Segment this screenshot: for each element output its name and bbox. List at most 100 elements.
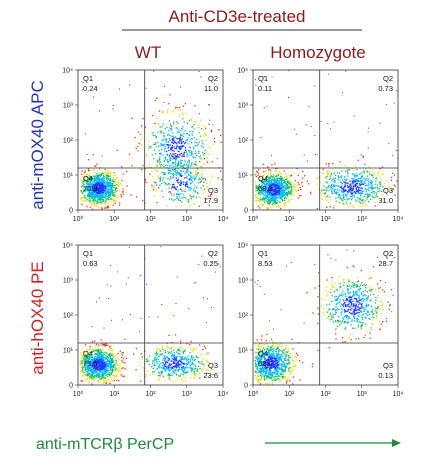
event-dot [145, 154, 147, 156]
event-dot [188, 160, 190, 162]
event-dot [273, 174, 275, 176]
event-dot [116, 183, 119, 186]
event-dot [101, 355, 103, 358]
event-dot [96, 375, 98, 377]
event-dot [96, 349, 98, 351]
event-dot [266, 382, 268, 385]
event-dot [279, 349, 281, 351]
event-dot [96, 196, 99, 198]
event-dot [164, 368, 166, 371]
event-dot [171, 360, 173, 362]
event-dot [99, 351, 101, 353]
event-dot [170, 164, 172, 166]
event-dot [371, 181, 373, 183]
event-dot [288, 361, 290, 363]
event-dot [174, 165, 176, 167]
event-dot [281, 179, 283, 181]
event-dot [274, 184, 277, 186]
event-dot [100, 193, 102, 195]
event-dot [203, 133, 206, 135]
event-dot [280, 188, 282, 190]
event-dot [80, 352, 82, 354]
event-dot [105, 192, 108, 194]
event-dot [261, 353, 263, 356]
event-dot [284, 176, 286, 178]
event-dot [270, 175, 272, 177]
event-dot [282, 194, 284, 196]
event-dot [191, 153, 193, 155]
event-dot [342, 194, 344, 196]
event-dot [261, 180, 263, 182]
event-dot [86, 183, 88, 185]
event-dot [268, 169, 270, 171]
event-dot [101, 343, 103, 345]
event-dot [180, 148, 182, 150]
event-dot [85, 179, 87, 181]
event-dot [95, 186, 97, 189]
event-dot [188, 187, 191, 189]
event-dot [359, 183, 361, 185]
event-dot [158, 110, 161, 112]
event-dot [160, 165, 162, 168]
event-dot [96, 180, 98, 182]
event-dot [174, 148, 176, 150]
event-dot [347, 191, 349, 193]
event-dot [273, 193, 275, 195]
event-dot [162, 196, 164, 198]
event-dot [111, 358, 113, 360]
event-dot [189, 130, 191, 133]
event-dot [379, 122, 381, 124]
event-dot [173, 121, 175, 123]
event-dot [104, 168, 106, 171]
event-dot [192, 356, 195, 359]
event-dot [104, 202, 106, 204]
event-dot [101, 179, 103, 181]
event-dot [158, 361, 160, 363]
event-dot [274, 343, 277, 345]
event-dot [260, 193, 262, 196]
event-dot [391, 172, 394, 174]
event-dot [95, 368, 97, 370]
event-dot [328, 172, 330, 174]
event-dot [175, 107, 177, 109]
event-dot [197, 192, 199, 195]
event-dot [165, 361, 167, 363]
event-dot [163, 357, 165, 360]
event-dot [361, 176, 364, 178]
event-dot [107, 354, 110, 356]
event-dot [84, 361, 86, 363]
event-dot [101, 184, 103, 186]
event-dot [287, 193, 289, 195]
event-dot [90, 357, 92, 359]
event-dot [139, 361, 141, 363]
event-dot [111, 186, 113, 188]
event-dot [276, 186, 279, 188]
event-dot [280, 354, 282, 356]
event-dot [371, 184, 373, 186]
event-dot [193, 179, 196, 181]
event-dot [356, 187, 358, 190]
event-dot [156, 97, 158, 99]
event-dot [198, 152, 200, 154]
event-dot [182, 365, 185, 368]
event-dot [89, 200, 91, 202]
event-dot [279, 178, 281, 180]
event-dot [193, 148, 195, 150]
event-dot [364, 182, 366, 185]
event-dot [260, 358, 263, 360]
event-dot [103, 359, 105, 362]
event-dot [106, 344, 108, 346]
event-dot [349, 184, 351, 186]
event-dot [86, 154, 88, 155]
event-dot [265, 371, 267, 373]
event-dot [180, 193, 182, 195]
event-dot [388, 190, 390, 192]
event-dot [188, 134, 191, 136]
event-dot [339, 186, 342, 188]
event-dot [157, 375, 160, 377]
event-dot [179, 375, 182, 377]
event-dot [202, 367, 205, 370]
event-dot [202, 185, 204, 187]
event-dot [166, 356, 168, 358]
event-dot [364, 181, 366, 183]
